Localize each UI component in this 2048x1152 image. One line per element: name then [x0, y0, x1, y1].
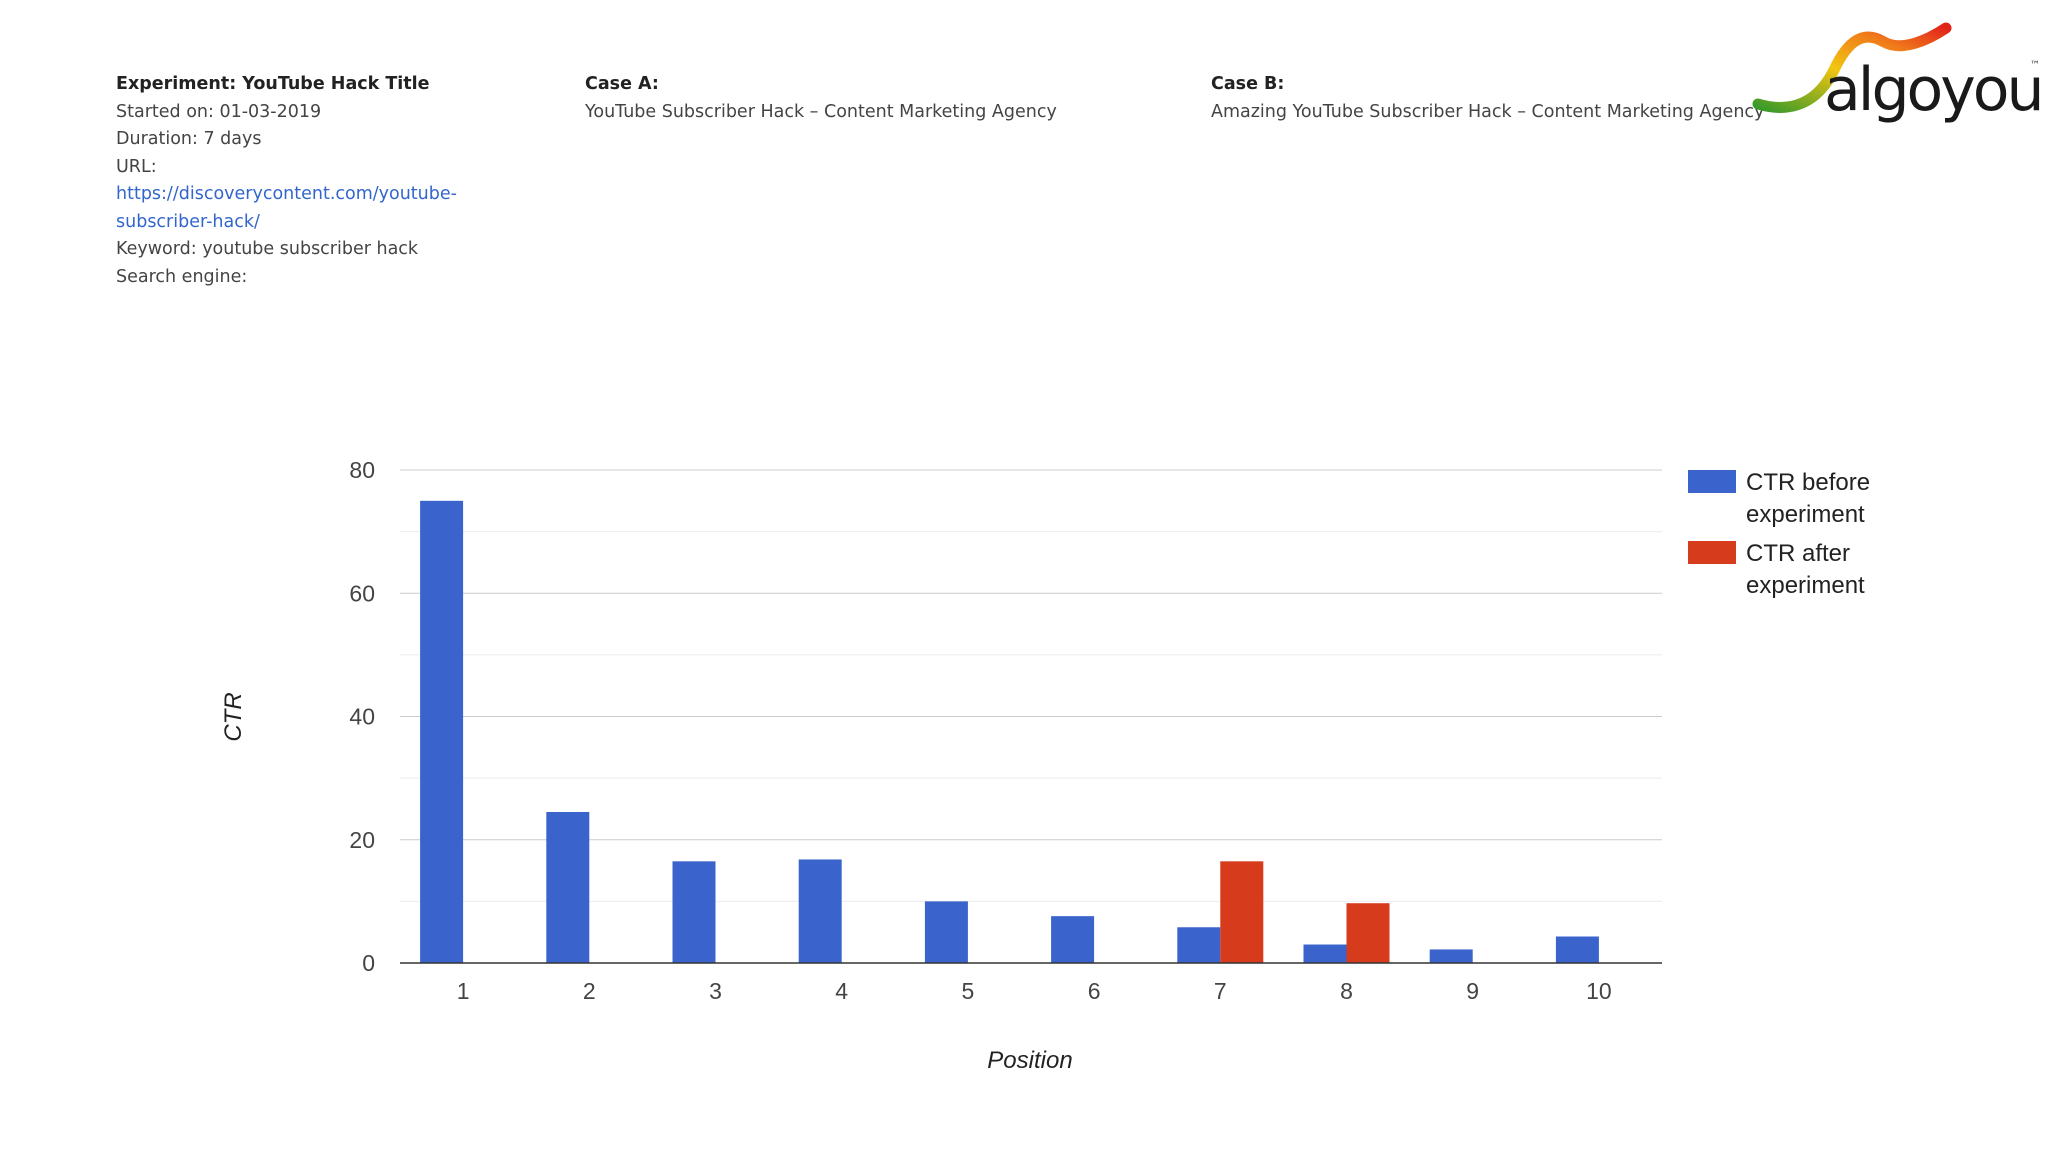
- case-a-title: YouTube Subscriber Hack – Content Market…: [585, 101, 1057, 122]
- url-link[interactable]: https://discoverycontent.com/youtube-sub…: [116, 184, 457, 232]
- bar-before: [672, 861, 716, 963]
- x-axis-title: Position: [987, 1047, 1072, 1074]
- axis: 0 20 40 60 80 1 2 3 4 5 6 7 8 9 10: [349, 457, 1662, 1004]
- x-tick-label: 3: [709, 978, 722, 1004]
- x-tick-label: 6: [1088, 978, 1101, 1004]
- x-tick-label: 9: [1466, 978, 1479, 1004]
- search-engine: Search engine:: [116, 266, 248, 287]
- x-tick-label: 7: [1214, 978, 1227, 1004]
- legend-swatch: [1688, 470, 1736, 493]
- y-tick-label: 20: [349, 827, 375, 853]
- experiment-info: Experiment: YouTube Hack Title Started o…: [116, 71, 476, 291]
- started-date: Started on: 01-03-2019: [116, 101, 322, 122]
- x-tick-label: 1: [457, 978, 470, 1004]
- experiment-title: Experiment: YouTube Hack Title: [116, 74, 430, 94]
- x-tick-label: 5: [962, 978, 975, 1004]
- logo-text: algoyou: [1824, 55, 2041, 125]
- legend-label: CTR before: [1746, 469, 1870, 496]
- bar-before: [1177, 927, 1221, 963]
- bar-before: [1429, 949, 1473, 963]
- legend: CTR before experiment CTR after experiment: [1688, 469, 1870, 599]
- x-tick-label: 4: [835, 978, 848, 1004]
- bar-before: [1303, 944, 1347, 963]
- y-tick-label: 40: [349, 704, 375, 730]
- bar-before: [798, 859, 842, 963]
- y-axis-title: CTR: [220, 692, 247, 741]
- x-tick-label: 10: [1586, 978, 1612, 1004]
- x-tick-label: 8: [1340, 978, 1353, 1004]
- bars: [420, 500, 1599, 963]
- bar-before: [546, 812, 590, 963]
- bar-before: [924, 901, 968, 963]
- gridlines: [400, 469, 1662, 902]
- y-tick-label: 60: [349, 580, 375, 606]
- duration: Duration: 7 days: [116, 129, 262, 149]
- legend-label: experiment: [1746, 501, 1865, 528]
- url-row: URL: https://discoverycontent.com/youtub…: [116, 154, 476, 237]
- logo-tm: ™: [2030, 60, 2040, 71]
- bar-before: [1555, 936, 1599, 963]
- case-b-info: Case B: Amazing YouTube Subscriber Hack …: [1211, 71, 1771, 126]
- bar-before: [1051, 916, 1095, 963]
- legend-swatch: [1688, 541, 1736, 564]
- x-tick-label: 2: [583, 978, 596, 1004]
- url-label: URL:: [116, 156, 157, 177]
- bar-after: [1220, 861, 1264, 963]
- case-a-label: Case A:: [585, 74, 659, 94]
- bar-after: [1346, 903, 1390, 963]
- y-tick-label: 0: [362, 950, 375, 976]
- case-b-title: Amazing YouTube Subscriber Hack – Conten…: [1211, 101, 1765, 122]
- algoyou-logo: algoyou ™: [1752, 22, 2042, 125]
- legend-label: CTR after: [1746, 540, 1850, 567]
- keyword: Keyword: youtube subscriber hack: [116, 239, 419, 259]
- case-b-label: Case B:: [1211, 74, 1285, 94]
- bar-before: [420, 500, 464, 963]
- legend-label: experiment: [1746, 572, 1865, 599]
- case-a-info: Case A: YouTube Subscriber Hack – Conten…: [585, 71, 1145, 126]
- y-tick-label: 80: [349, 457, 375, 483]
